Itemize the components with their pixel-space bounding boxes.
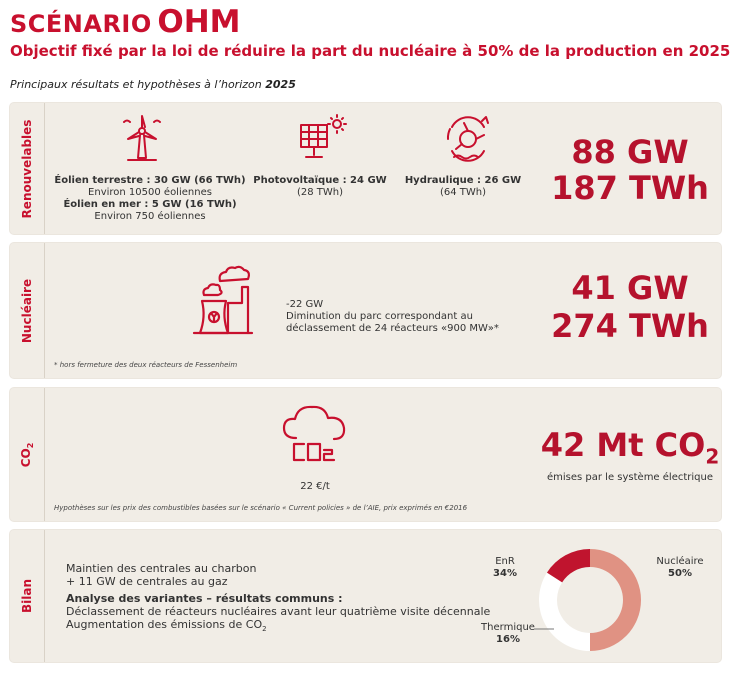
title-scenario: SCÉNARIO xyxy=(10,10,152,38)
label-nucleaire: Nucléaire 50% xyxy=(650,556,710,580)
bilan-line4-sub: 2 xyxy=(262,625,267,634)
side-label-co2-text: CO2 xyxy=(19,442,35,467)
co2-cloud-icon xyxy=(282,405,346,462)
slice-enr xyxy=(539,572,590,651)
nucleaire-gw: 41 GW xyxy=(571,269,689,307)
wind-turbine-icon xyxy=(123,115,161,161)
side-label-bilan: Bilan xyxy=(10,530,45,662)
label-enr-name: EnR xyxy=(495,556,515,567)
side-label-nucleaire: Nucléaire xyxy=(10,243,45,378)
bilan-line2: + 11 GW de centrales au gaz xyxy=(66,575,228,588)
label-thermique-value: 16% xyxy=(496,634,520,645)
renouvelables-twh: 187 TWh xyxy=(551,169,709,207)
co2-value: 42 Mt CO2 xyxy=(530,426,730,475)
hydro-text-block: Hydraulique : 26 GW (64 TWh) xyxy=(398,175,528,199)
renouvelables-gw: 88 GW xyxy=(571,133,689,171)
panel-co2: CO2 22 €/t Hypothèses sur les prix des c… xyxy=(10,388,721,521)
co2-value-main: 42 Mt CO xyxy=(540,426,706,464)
nuclear-plant-icon xyxy=(192,265,254,335)
bilan-heading: Analyse des variantes – résultats commun… xyxy=(66,592,343,605)
co2-price: 22 €/t xyxy=(300,481,330,492)
panel-nucleaire: Nucléaire -22 GW Diminution du parc corr… xyxy=(10,243,721,378)
bilan-text-block: Maintien des centrales au charbon + 11 G… xyxy=(66,562,490,636)
slice-thermique xyxy=(546,549,590,583)
hydro-icon xyxy=(446,116,489,162)
wind-text-block: Éolien terrestre : 30 GW (66 TWh) Enviro… xyxy=(50,175,250,223)
bilan-line3: Déclassement de réacteurs nucléaires ava… xyxy=(66,605,491,618)
pv-text-block: Photovoltaïque : 24 GW (28 TWh) xyxy=(240,175,400,199)
nucleaire-delta: -22 GW xyxy=(286,299,324,310)
eolien-terrestre-count: Environ 10500 éoliennes xyxy=(88,187,212,198)
label-nucleaire-name: Nucléaire xyxy=(656,556,704,567)
panel-bilan: Bilan Maintien des centrales au charbon … xyxy=(10,530,721,662)
nucleaire-text-block: -22 GW Diminution du parc correspondant … xyxy=(286,299,499,335)
intro-text: Principaux résultats et hypothèses à l’h… xyxy=(10,78,262,91)
eolien-mer-count: Environ 750 éoliennes xyxy=(94,211,206,222)
bilan-line1: Maintien des centrales au charbon xyxy=(66,562,257,575)
co2-footnote: Hypothèses sur les prix des combustibles… xyxy=(54,504,468,512)
side-label-renouvelables: Renouvelables xyxy=(10,103,45,234)
nucleaire-desc1: Diminution du parc correspondant au xyxy=(286,311,473,322)
nucleaire-desc2: déclassement de 24 réacteurs «900 MW»* xyxy=(286,323,499,334)
eolien-mer: Éolien en mer : 5 GW (16 TWh) xyxy=(63,199,237,210)
co2-value-desc: émises par le système électrique xyxy=(546,472,713,483)
label-enr: EnR 34% xyxy=(480,556,530,580)
bilan-line4-text: Augmentation des émissions de CO xyxy=(66,618,263,631)
co2-value-sub: 2 xyxy=(705,444,720,469)
nucleaire-twh: 274 TWh xyxy=(551,307,709,345)
label-nucleaire-value: 50% xyxy=(668,568,692,579)
label-enr-value: 34% xyxy=(493,568,517,579)
co2-label-main: CO xyxy=(18,447,33,467)
hydro-gw: Hydraulique : 26 GW xyxy=(404,175,522,186)
hydro-twh: (64 TWh) xyxy=(439,187,487,198)
slice-nucleaire xyxy=(590,549,641,651)
solar-panel-icon xyxy=(300,114,347,158)
side-label-text: Nucléaire xyxy=(20,278,34,343)
label-thermique-name: Thermique xyxy=(481,622,535,633)
eolien-terrestre: Éolien terrestre : 30 GW (66 TWh) xyxy=(54,175,246,186)
intro-line: Principaux résultats et hypothèses à l’h… xyxy=(10,78,296,91)
nucleaire-footnote: * hors fermeture des deux réacteurs de F… xyxy=(54,361,238,369)
page-title: SCÉNARIO OHM xyxy=(10,4,241,40)
page-subtitle: Objectif fixé par la loi de réduire la p… xyxy=(10,42,731,60)
thermique-leader-line xyxy=(534,628,554,630)
pv-gw: Photovoltaïque : 24 GW xyxy=(253,175,387,186)
label-thermique: Thermique 16% xyxy=(478,622,538,646)
intro-year: 2025 xyxy=(265,78,296,91)
panel-renouvelables: Renouvelables Éolien terrestre : 30 GW (… xyxy=(10,103,721,234)
co2-label-sub: 2 xyxy=(26,442,36,448)
title-ohm: OHM xyxy=(157,4,241,40)
side-label-co2: CO2 xyxy=(10,388,45,521)
mix-donut-chart xyxy=(539,549,641,651)
bilan-line4: Augmentation des émissions de CO2 xyxy=(66,618,490,636)
pv-twh: (28 TWh) xyxy=(296,187,344,198)
side-label-text: Bilan xyxy=(20,578,34,614)
side-label-text: Renouvelables xyxy=(20,119,34,218)
